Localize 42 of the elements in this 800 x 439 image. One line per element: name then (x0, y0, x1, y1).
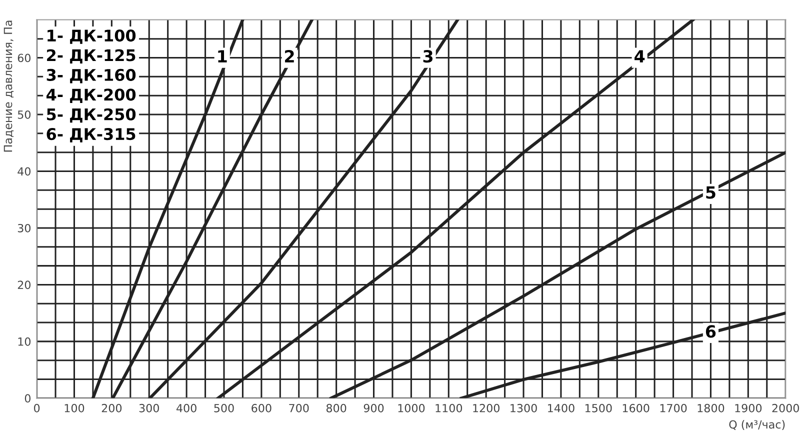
x-tick-label: 0 (34, 404, 40, 412)
y-tick-label: 0 (24, 394, 31, 403)
x-tick-label: 600 (252, 404, 272, 412)
x-tick-label: 1900 (735, 404, 762, 412)
x-tick-label: 500 (214, 404, 234, 412)
annotation: 3 (423, 50, 433, 63)
annotation: 1 (218, 50, 227, 62)
x-tick-label: 1200 (473, 404, 500, 412)
annotation: 1- ДК-100 (48, 29, 136, 44)
x-tick-label: 200 (102, 404, 122, 412)
x-tick-label: 1400 (548, 404, 574, 412)
y-tick-label: 20 (18, 280, 31, 290)
y-tick-label: 30 (18, 224, 31, 232)
x-tick-label: 800 (326, 404, 346, 412)
annotation: 5 (706, 186, 716, 199)
annotation: 5- ДК-250 (47, 108, 136, 123)
annotation: 4- ДК-200 (46, 88, 136, 103)
y-tick-label: 60 (18, 54, 31, 62)
x-tick-label: 1000 (398, 404, 425, 412)
annotation: 6- ДК-315 (46, 128, 136, 142)
x-tick-label: 300 (139, 404, 159, 412)
x-tick-label: 1700 (660, 404, 687, 412)
x-tick-label: 700 (289, 404, 309, 412)
x-tick-label: 1800 (698, 404, 724, 412)
annotation: 2 (285, 50, 294, 62)
y-axis-title: Падение давления, Па (4, 20, 14, 152)
x-tick-label: 900 (364, 404, 384, 412)
x-tick-label: 100 (64, 404, 84, 412)
annotation: 2- ДК-125 (47, 49, 136, 64)
y-tick-label: 10 (18, 337, 31, 346)
annotation: 4 (634, 50, 645, 62)
x-tick-label: 1100 (436, 404, 462, 412)
x-tick-label: 1500 (585, 404, 612, 412)
x-tick-label: 1600 (622, 404, 650, 412)
y-tick-label: 40 (18, 167, 31, 176)
y-tick-label: 50 (18, 110, 31, 119)
x-tick-label: 2000 (772, 404, 799, 412)
x-axis-title: Q (м³/час) (729, 420, 785, 430)
annotation: 3- ДК-160 (46, 68, 136, 84)
annotation: 6 (706, 325, 716, 338)
x-tick-label: 400 (176, 404, 196, 412)
x-tick-label: 1300 (510, 404, 537, 412)
